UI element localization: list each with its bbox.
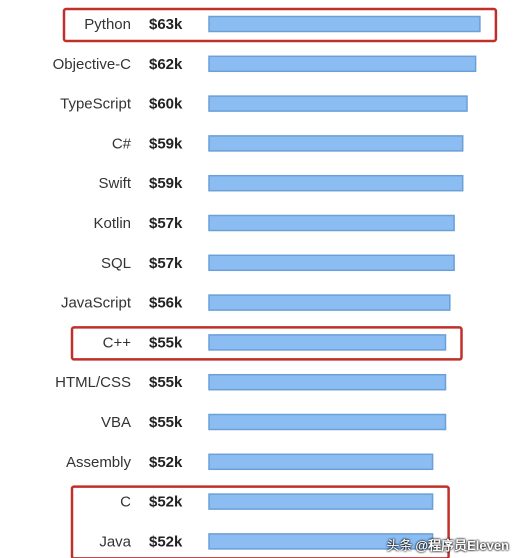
value-label: $52k [149,494,183,511]
category-label: Kotlin [93,215,131,232]
category-label: Objective-C [53,56,132,73]
value-label: $57k [149,255,183,272]
watermark-prefix: 头条 [386,538,413,553]
value-label: $52k [149,454,183,471]
bar [208,334,447,351]
category-label: Swift [98,175,131,192]
bar [208,95,468,112]
value-label: $55k [149,334,183,351]
bar [208,15,481,33]
bar [208,294,451,311]
bar [208,55,477,73]
category-label: C [120,494,131,511]
value-label: $55k [149,414,183,431]
bar [208,135,464,152]
category-label: SQL [101,255,131,272]
bar [208,453,434,471]
category-label: Java [99,533,131,550]
value-label: $59k [149,175,183,192]
value-label: $60k [149,96,183,113]
value-label: $55k [149,374,183,391]
highlight-box [70,485,450,558]
category-label: Assembly [66,454,132,471]
bar [208,373,447,391]
watermark-handle: @程序员Eleven [415,538,509,553]
watermark: 头条 @程序员Eleven [386,535,509,554]
value-label: $56k [149,295,183,312]
category-label: C# [112,135,132,152]
category-label: VBA [101,414,131,431]
category-label: JavaScript [61,295,132,312]
highlight-box [70,326,463,361]
category-label: C++ [103,334,132,351]
value-label: $63k [149,16,183,33]
category-label: TypeScript [60,96,132,113]
value-label: $52k [149,533,183,550]
bar [208,254,455,272]
bar [208,214,455,232]
bar [208,413,447,431]
value-label: $57k [149,215,183,232]
highlight-box [62,7,498,43]
category-label: Python [84,16,131,33]
category-label: HTML/CSS [55,374,131,391]
bar [208,493,434,510]
bar [208,174,464,192]
value-label: $59k [149,135,183,152]
value-label: $62k [149,56,183,73]
bar [208,533,434,550]
